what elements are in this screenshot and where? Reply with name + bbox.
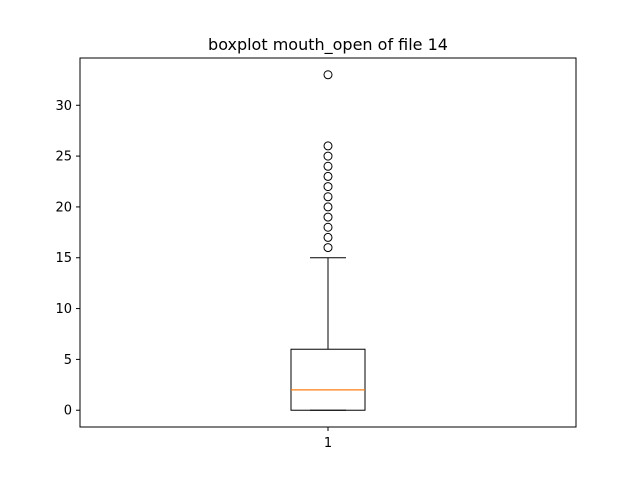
outlier-point bbox=[323, 212, 333, 222]
outlier-point bbox=[323, 202, 333, 212]
chart-title: boxplot mouth_open of file 14 bbox=[208, 35, 448, 55]
y-tick-label: 30 bbox=[55, 99, 72, 114]
outlier-point bbox=[323, 161, 333, 171]
iqr-box bbox=[290, 348, 366, 411]
y-tick-label: 20 bbox=[55, 200, 72, 215]
y-tick-label: 5 bbox=[64, 353, 72, 368]
plot-area: 0 5 10 15 20 25 30 1 bbox=[55, 70, 366, 451]
outlier-point bbox=[323, 182, 333, 192]
outlier-point bbox=[323, 141, 333, 151]
y-tick-label: 15 bbox=[55, 251, 72, 266]
outlier-point bbox=[323, 232, 333, 242]
axes-frame bbox=[79, 57, 577, 428]
x-tick-label: 1 bbox=[324, 436, 332, 451]
outlier-point bbox=[323, 171, 333, 181]
y-tick-label: 25 bbox=[55, 150, 72, 165]
outlier-point bbox=[323, 151, 333, 161]
outlier-point bbox=[323, 222, 333, 232]
y-tick-label: 10 bbox=[55, 302, 72, 317]
outlier-point bbox=[323, 70, 333, 80]
outlier-point bbox=[323, 192, 333, 202]
y-tick-label: 0 bbox=[64, 404, 72, 419]
outlier-point bbox=[323, 243, 333, 253]
